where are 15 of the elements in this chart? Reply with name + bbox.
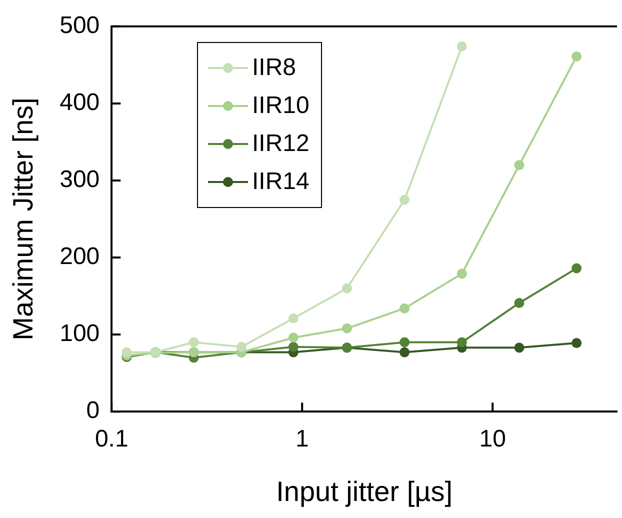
legend-label: IIR14 (252, 168, 310, 196)
legend-label: IIR8 (252, 54, 296, 82)
y-axis-title: Maximum Jitter [ns] (8, 98, 39, 340)
legend-label: IIR10 (252, 92, 310, 120)
y-tick-label: 400 (60, 89, 100, 116)
x-tick-label: 10 (479, 426, 506, 453)
x-axis-title: Input jitter [µs] (276, 476, 453, 507)
y-tick-label: 200 (60, 243, 100, 270)
x-tick-label: 1 (295, 426, 309, 453)
y-tick-label: 500 (60, 12, 100, 40)
y-tick-label: 100 (60, 320, 100, 348)
y-tick-label: 300 (60, 166, 100, 194)
x-tick-label: 0.1 (94, 426, 128, 453)
y-tick-label: 0 (86, 397, 100, 424)
legend-label: IIR12 (252, 130, 310, 158)
